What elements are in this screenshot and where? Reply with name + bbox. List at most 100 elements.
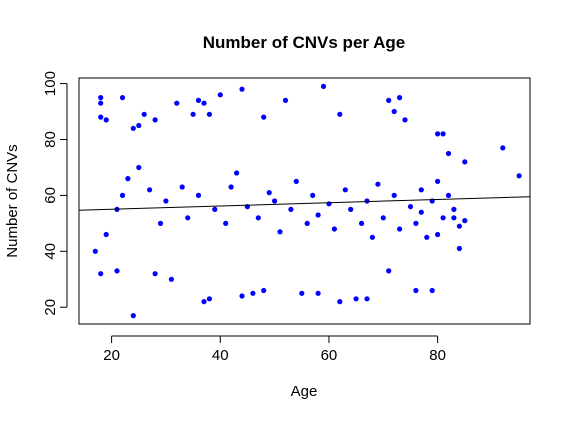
data-point-51 [92,248,98,254]
data-point-99 [418,209,424,215]
data-point-79 [342,187,348,193]
data-point-83 [369,234,375,240]
data-point-27 [462,159,468,165]
data-point-71 [277,229,283,235]
data-point-17 [282,97,289,103]
data-point-31 [451,215,457,221]
data-point-89 [413,220,419,226]
data-point-35 [386,268,392,274]
data-point-25 [440,131,446,137]
data-point-62 [195,192,202,198]
data-point-74 [304,220,310,226]
data-point-22 [391,108,397,115]
data-point-91 [424,234,430,240]
data-point-39 [315,290,321,296]
data-point-66 [234,170,240,176]
y-tick-label-100: 100 [42,71,59,96]
data-point-2 [98,114,104,120]
data-point-3 [103,117,109,123]
data-point-96 [462,218,468,224]
y-axis: 20 40 60 80 100 Number of CNVs [4,71,68,316]
data-point-21 [397,95,403,101]
data-point-92 [440,215,446,221]
data-point-18 [320,83,327,89]
data-point-46 [168,276,174,282]
data-point-94 [451,206,457,212]
data-point-15 [239,86,245,92]
data-point-26 [445,150,452,157]
data-point-70 [272,198,278,204]
data-point-8 [152,117,158,123]
x-axis-label: Age [291,383,318,400]
data-point-52 [103,231,109,238]
data-point-43 [239,293,245,299]
x-ticks: 20 40 60 80 [103,336,446,364]
data-point-14 [217,92,223,98]
data-point-65 [228,184,234,190]
data-point-68 [255,215,261,221]
data-point-7 [141,111,147,117]
data-point-56 [136,164,142,171]
data-point-88 [407,204,414,210]
data-point-44 [206,296,212,302]
data-point-60 [179,184,185,190]
y-tick-label-20: 20 [42,299,59,316]
data-point-48 [130,313,136,319]
data-point-97 [435,178,441,184]
x-tick-label-60: 60 [321,347,338,364]
data-point-50 [98,271,104,277]
data-point-28 [500,145,506,151]
data-point-38 [337,299,343,305]
data-point-11 [195,97,202,103]
data-point-95 [456,223,462,229]
data-point-57 [147,187,153,193]
x-axis: 20 40 60 80 Age [103,335,446,400]
data-point-93 [445,192,452,198]
data-point-55 [125,176,131,182]
data-point-77 [326,201,332,207]
x-tick-label-80: 80 [429,347,446,364]
y-tick-label-60: 60 [42,187,59,204]
plot-frame [78,77,531,325]
data-point-29 [516,173,522,179]
data-point-10 [190,111,196,117]
data-point-85 [380,215,386,221]
x-tick-label-40: 40 [212,347,229,364]
data-point-23 [402,117,408,123]
data-point-42 [250,290,256,296]
data-point-19 [337,111,343,117]
data-point-82 [364,198,370,204]
data-point-78 [331,226,337,232]
data-point-4 [119,95,126,101]
data-point-13 [206,111,212,117]
data-point-63 [212,206,218,212]
data-point-16 [261,114,267,120]
data-point-84 [375,181,381,187]
data-point-40 [299,290,305,296]
data-point-47 [152,271,158,277]
data-point-12 [201,100,207,106]
data-point-24 [435,131,441,137]
data-point-73 [293,178,299,184]
data-point-80 [348,206,354,212]
data-point-5 [130,125,136,131]
data-point-87 [397,226,403,232]
data-point-58 [157,220,164,226]
chart-title: Number of CNVs per Age [203,33,405,52]
data-point-34 [413,287,419,294]
data-point-6 [136,122,142,129]
data-point-59 [163,198,169,204]
y-ticks: 20 40 60 80 100 [42,71,67,316]
data-point-37 [353,296,359,302]
points-layer [92,83,522,319]
data-point-36 [364,296,370,302]
y-tick-label-80: 80 [42,131,59,148]
data-point-41 [261,287,267,294]
data-point-72 [288,206,294,212]
data-point-30 [456,245,462,252]
data-point-0 [98,95,104,101]
data-point-1 [98,100,104,106]
data-point-33 [429,287,435,294]
